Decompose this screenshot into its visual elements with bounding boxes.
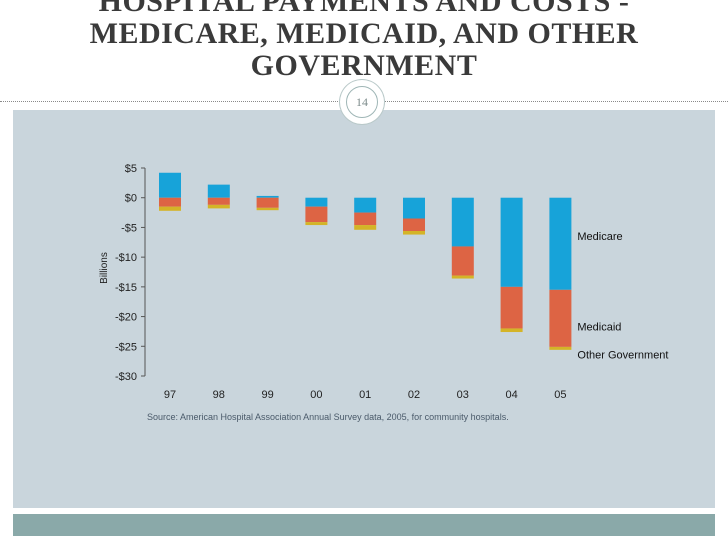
bar-other-government — [500, 328, 523, 333]
page-number-badge: 14 — [342, 82, 382, 122]
bar-medicare — [207, 184, 230, 198]
x-tick-label: 04 — [505, 389, 517, 401]
slide-title: HOSPITAL PAYMENTS AND COSTS - MEDICARE, … — [0, 0, 728, 82]
x-tick-label: 98 — [213, 389, 225, 401]
x-tick-label: 02 — [408, 389, 420, 401]
bar-medicare — [403, 197, 425, 219]
legend-label-medicaid: Medicaid — [577, 321, 621, 333]
x-tick-label: 97 — [164, 389, 176, 401]
bar-medicaid — [305, 206, 328, 223]
bar-other-government — [207, 204, 230, 209]
bar-medicaid — [403, 218, 425, 231]
y-tick-label: $0 — [125, 193, 137, 205]
bar-other-government — [256, 207, 279, 211]
y-tick-label: -$10 — [115, 252, 137, 264]
bar-medicaid — [159, 197, 181, 207]
bar-other-government — [305, 222, 328, 226]
title-line-2: MEDICARE, MEDICAID, AND OTHER — [89, 17, 639, 50]
bar-medicare — [451, 197, 474, 247]
y-tick-label: -$5 — [121, 222, 137, 234]
chart-panel — [13, 110, 715, 508]
y-tick-label: $5 — [125, 163, 137, 175]
y-tick-label: -$20 — [115, 312, 137, 324]
bar-medicaid — [500, 286, 523, 329]
bar-medicare — [159, 172, 181, 198]
bar-medicare — [549, 197, 572, 290]
x-tick-label: 03 — [457, 389, 469, 401]
bar-medicaid — [451, 246, 474, 276]
bar-medicare — [500, 197, 523, 287]
bar-medicare — [305, 197, 328, 207]
bar-medicaid — [256, 197, 279, 208]
bar-medicaid — [549, 289, 572, 347]
bar-other-government — [549, 346, 572, 350]
x-tick-label: 01 — [359, 389, 371, 401]
bar-medicare — [354, 197, 377, 213]
y-tick-label: -$25 — [115, 341, 137, 353]
title-line-3: GOVERNMENT — [250, 49, 478, 82]
x-tick-label: 99 — [261, 389, 273, 401]
bar-other-government — [403, 230, 425, 235]
legend-label-medicare: Medicare — [577, 231, 622, 243]
legend-label-other-government: Other Government — [577, 349, 668, 361]
footer-bar — [13, 514, 715, 536]
bar-other-government — [451, 275, 474, 279]
title-line-1: HOSPITAL PAYMENTS AND COSTS - — [98, 0, 630, 18]
bar-medicaid — [207, 197, 230, 205]
y-tick-label: -$30 — [115, 371, 137, 383]
bar-medicare — [256, 195, 279, 198]
bar-other-government — [159, 206, 181, 211]
x-tick-label: 05 — [554, 389, 566, 401]
page-number: 14 — [346, 86, 378, 118]
y-tick-label: -$15 — [115, 282, 137, 294]
x-tick-label: 00 — [310, 389, 322, 401]
source-note: Source: American Hospital Association An… — [147, 412, 509, 422]
bar-medicaid — [354, 212, 377, 226]
bar-other-government — [354, 225, 377, 230]
y-axis-label: Billions — [99, 252, 110, 284]
